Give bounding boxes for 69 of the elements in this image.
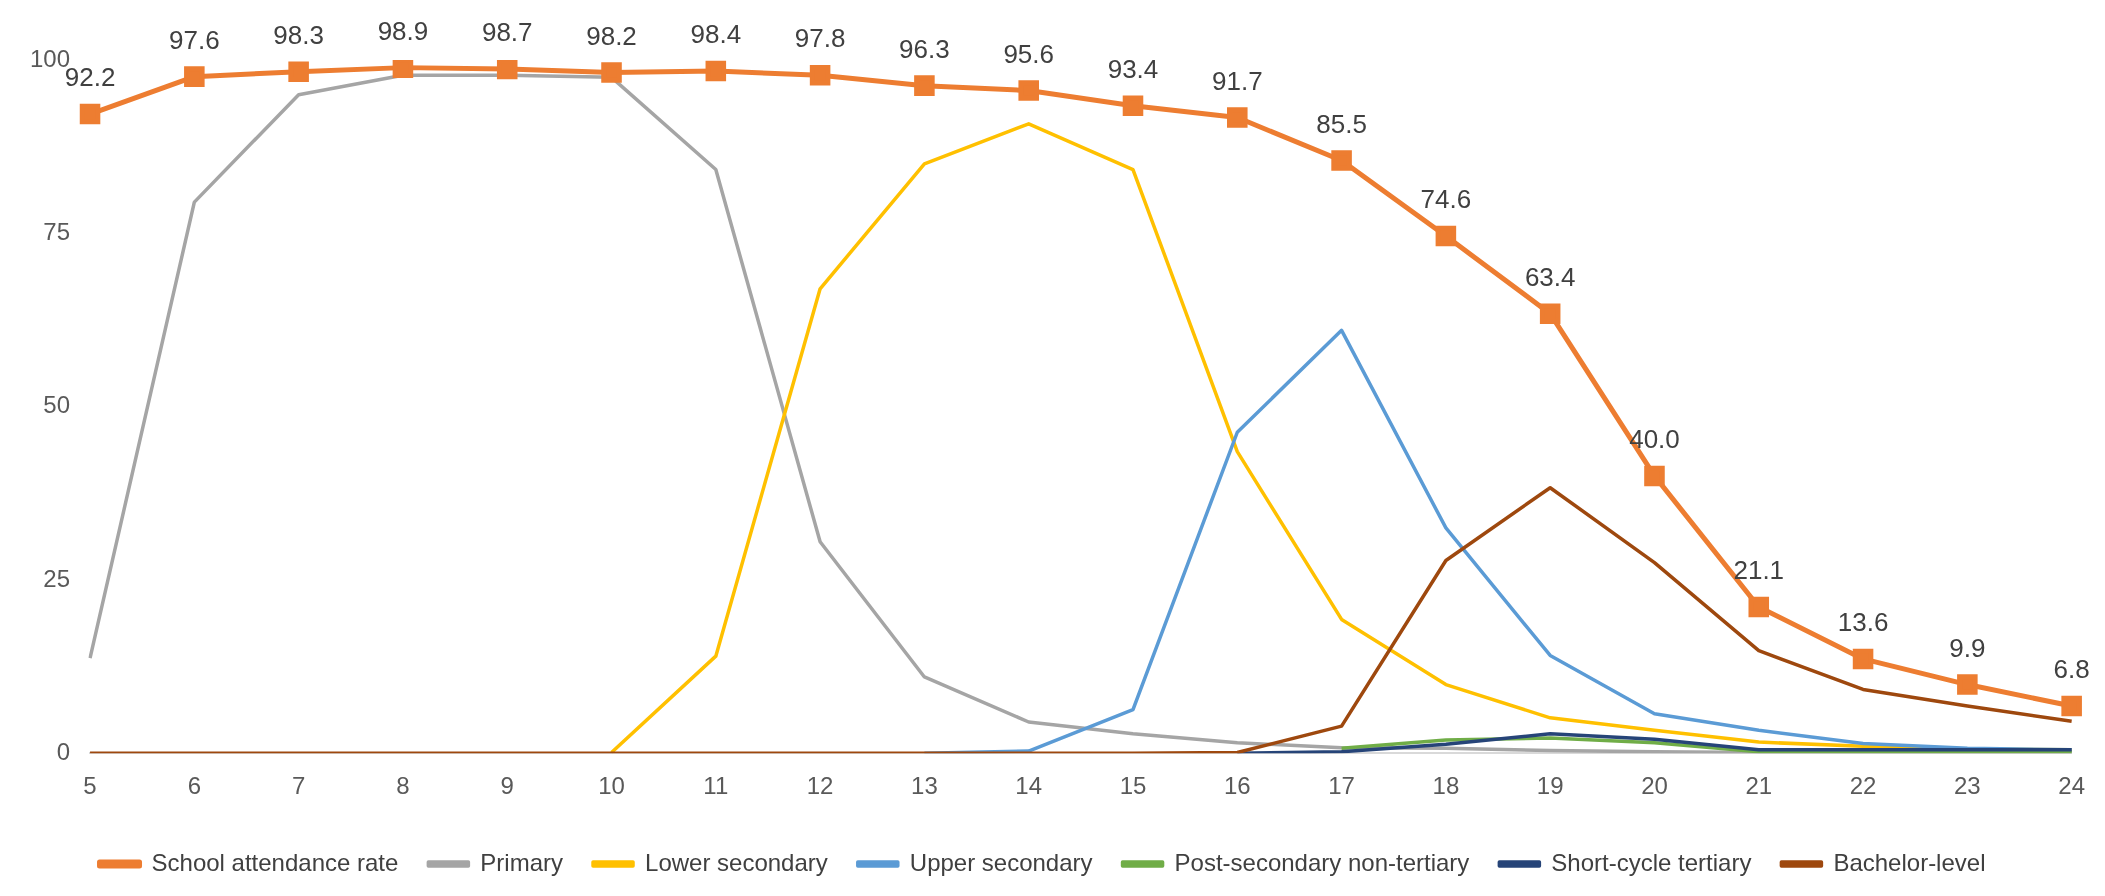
- point: [1957, 674, 1978, 695]
- point: [601, 62, 622, 83]
- data-label: 6.8: [2053, 654, 2090, 685]
- point: [496, 60, 518, 80]
- data-label: 98.7: [481, 17, 533, 48]
- y-tick-label: 0: [56, 737, 71, 765]
- data-label: 21.1: [1733, 555, 1785, 586]
- legend-label: Short-cycle tertiary: [1551, 848, 1752, 876]
- data-label: 13.6: [1837, 607, 1889, 638]
- point: [1331, 150, 1352, 171]
- x-tick-label: 14: [1015, 772, 1043, 800]
- legend-label: School attendance rate: [151, 848, 399, 876]
- y-tick-label: 75: [43, 217, 71, 245]
- point: [1435, 225, 1457, 247]
- data-label: 97.6: [169, 24, 220, 55]
- x-tick-label: 10: [598, 772, 625, 800]
- data-label: 98.4: [690, 19, 742, 50]
- point: [392, 60, 414, 78]
- data-label: 63.4: [1524, 261, 1576, 292]
- legend-label: Bachelor-level: [1833, 848, 1986, 876]
- point: [1644, 465, 1665, 487]
- y-tick-label: 25: [43, 564, 71, 592]
- point: [914, 75, 935, 96]
- point: [1539, 303, 1561, 324]
- x-tick-label: 12: [806, 772, 834, 800]
- point: [1018, 80, 1039, 101]
- x-tick-label: 9: [500, 772, 514, 800]
- x-tick-label: 5: [83, 772, 97, 800]
- legend-label: Lower secondary: [645, 848, 828, 876]
- point: [2061, 695, 2082, 717]
- data-label: 91.7: [1211, 65, 1263, 96]
- data-label: 85.5: [1316, 108, 1367, 139]
- point: [184, 66, 205, 87]
- data-label: 95.6: [1003, 38, 1054, 69]
- x-tick-label: 13: [911, 772, 938, 800]
- point: [809, 64, 831, 86]
- legend-label: Upper secondary: [909, 848, 1093, 876]
- x-tick-label: 6: [187, 772, 202, 800]
- x-tick-label: 18: [1432, 772, 1460, 800]
- x-tick-label: 15: [1119, 772, 1147, 800]
- point: [1227, 107, 1248, 128]
- x-tick-label: 23: [1954, 772, 1981, 800]
- point: [705, 60, 727, 82]
- x-tick-label: 17: [1328, 772, 1355, 800]
- x-tick-label: 19: [1536, 772, 1564, 800]
- data-label: 9.9: [1949, 632, 1986, 663]
- data-label: 98.9: [377, 15, 429, 46]
- x-tick-label: 22: [1849, 772, 1877, 800]
- data-label: 97.8: [794, 23, 846, 54]
- point: [79, 103, 101, 125]
- x-tick-label: 21: [1745, 772, 1773, 800]
- legend-label: Primary: [480, 848, 564, 876]
- data-label: 96.3: [899, 33, 950, 64]
- point: [1852, 648, 1874, 670]
- legend-label: Post-secondary non-tertiary: [1174, 848, 1470, 876]
- x-tick-label: 24: [2058, 772, 2085, 800]
- data-label: 93.4: [1107, 53, 1159, 84]
- point: [288, 61, 309, 83]
- x-tick-label: 8: [396, 772, 410, 800]
- data-label: 74.6: [1420, 184, 1472, 215]
- data-label: 98.3: [273, 19, 324, 50]
- x-tick-label: 11: [703, 772, 729, 800]
- point: [1748, 596, 1770, 618]
- point: [1122, 95, 1144, 117]
- data-label: 98.2: [586, 20, 637, 51]
- x-tick-label: 16: [1223, 772, 1251, 800]
- x-tick-label: 7: [291, 772, 306, 800]
- x-tick-label: 20: [1641, 772, 1668, 800]
- y-tick-label: 50: [43, 391, 71, 419]
